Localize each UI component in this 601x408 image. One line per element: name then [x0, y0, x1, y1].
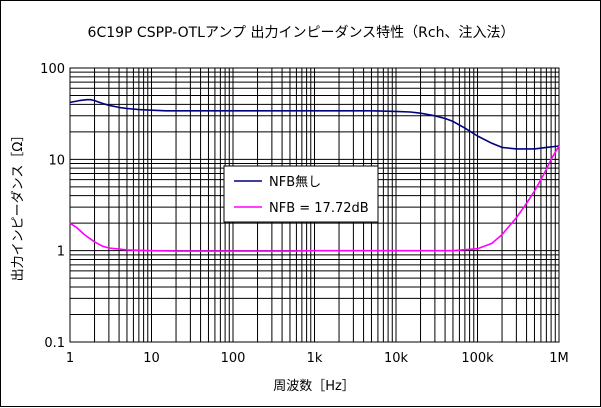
y-tick-label: 0.1: [44, 336, 65, 351]
x-tick-label: 100: [221, 351, 246, 366]
x-tick-label: 1k: [307, 351, 323, 366]
x-tick-label: 100k: [461, 351, 494, 366]
plot-border: [69, 67, 560, 343]
x-tick-label: 10: [143, 351, 160, 366]
legend-label-nfb-off: NFB無し: [269, 175, 321, 190]
legend-box: [223, 165, 379, 223]
grid-lines: [70, 68, 559, 342]
chart-title: 6C19P CSPP-OTLアンプ 出力インピーダンス特性（Rch、注入法）: [88, 25, 515, 41]
legend-label-nfb-on: NFB = 17.72dB: [269, 201, 369, 216]
legend: NFB無し NFB = 17.72dB: [223, 165, 379, 223]
y-tick-label: 10: [48, 153, 65, 168]
x-axis-label: 周波数［Hz］: [273, 379, 355, 394]
x-tick-label: 1: [66, 351, 74, 366]
x-tick-labels: 1 10 100 1k 10k 100k 1M: [66, 351, 569, 366]
x-tick-label: 10k: [384, 351, 409, 366]
series-line-1: [69, 145, 560, 252]
series-line-0: [69, 98, 560, 150]
y-tick-labels: 0.1 1 10 100: [40, 62, 65, 351]
series-lines: [69, 98, 560, 252]
x-tick-label: 1M: [549, 351, 569, 366]
y-tick-label: 100: [40, 62, 65, 77]
y-axis-label: 出力インピーダンス［Ω］: [11, 129, 26, 282]
y-tick-label: 1: [57, 245, 65, 260]
